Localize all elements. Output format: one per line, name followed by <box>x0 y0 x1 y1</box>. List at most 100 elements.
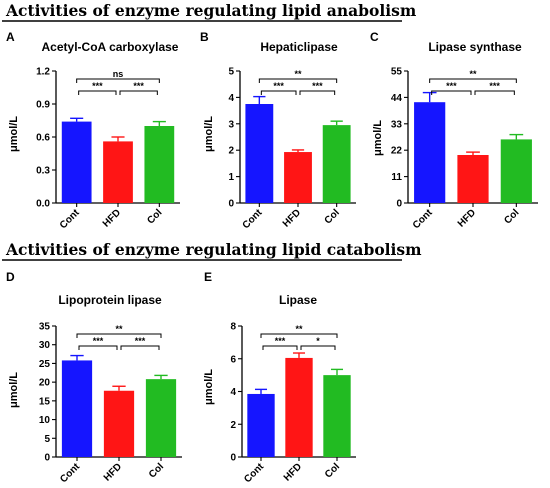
panel-a-ytick-label: 0.9 <box>36 100 50 111</box>
panel-a-ytick-label: 1.2 <box>36 67 50 78</box>
panel-d-sig-label: *** <box>135 336 146 346</box>
panel-e-letter: E <box>204 270 212 284</box>
panel-e-xtick-label: HFD <box>282 461 304 483</box>
panel-a-sig-label: *** <box>133 81 144 91</box>
panel-b-sig-label: *** <box>273 81 284 91</box>
panel-d-ytick-label: 5 <box>44 434 50 445</box>
panel-c-ytick-label: 0 <box>396 199 402 210</box>
panel-c-sig-label: *** <box>489 81 500 91</box>
panel-d-letter: D <box>6 270 15 284</box>
panel-c-title: Lipase synthase <box>428 40 522 54</box>
panel-b-ytick-label: 2 <box>228 146 234 157</box>
panel-e-ytick-label: 8 <box>230 322 236 333</box>
panel-c-bar-hfd <box>457 155 489 203</box>
panel-d-xtick-label: HFD <box>102 461 124 483</box>
panel-e-ylabel: μmol/L <box>203 369 215 405</box>
panel-c-sig-bracket <box>431 90 472 95</box>
panel-e-sig-bracket <box>262 345 298 350</box>
panel-e-bar-col <box>323 375 351 457</box>
panel-b-sig-label: ** <box>294 69 302 79</box>
panel-a-sig-label: *** <box>92 81 103 91</box>
panel-b: B Hepaticlipase μmol/L 0 1 2 3 4 5 Cont HFD Col *… <box>200 30 356 231</box>
panel-a-sig-bracket <box>78 90 117 95</box>
panel-e-title: Lipase <box>279 293 317 307</box>
panel-d-xtick-label: Col <box>147 461 166 480</box>
panel-e-xtick-label: Col <box>323 461 342 480</box>
panel-d-ytick-label: 15 <box>39 396 51 407</box>
panel-d-ylabel: μmol/L <box>8 372 20 408</box>
panel-e-sig-label: *** <box>275 336 286 346</box>
panel-a-letter: A <box>6 30 15 44</box>
panel-b-bar-col <box>322 125 351 203</box>
panel-c-ylabel: μmol/L <box>372 120 384 156</box>
panel-a-ytick-label: 0.6 <box>36 133 50 144</box>
panel-b-ytick-label: 4 <box>228 93 234 104</box>
panel-c-sig-label: *** <box>446 81 457 91</box>
panel-d-sig-label: *** <box>93 336 104 346</box>
panel-a-sig-bracket <box>76 78 160 83</box>
panel-a-sig-label: ns <box>113 69 124 79</box>
panel-a-ytick-label: 0.0 <box>36 199 50 210</box>
panel-b-ytick-label: 1 <box>228 172 234 183</box>
panel-b-ytick-label: 0 <box>228 199 234 210</box>
panel-b-xtick-label: Cont <box>241 207 265 231</box>
section-title-catabolism: Activities of enzyme regulating lipid ca… <box>5 240 422 259</box>
panel-b-bar-hfd <box>284 152 312 203</box>
panel-c-xtick-label: HFD <box>456 207 478 229</box>
panel-d-bar-hfd <box>103 390 135 457</box>
panel-a-ylabel: μmol/L <box>8 116 20 152</box>
panel-e-xtick-label: Cont <box>242 461 266 485</box>
panel-e-sig-label: * <box>316 336 320 346</box>
panel-a-ytick-label: 0.3 <box>36 166 50 177</box>
panel-b-ytick-label: 5 <box>228 67 234 78</box>
panel-d-title: Lipoprotein lipase <box>58 293 162 307</box>
panel-d-ytick-label: 20 <box>39 378 51 389</box>
panel-c-bar-col <box>500 139 532 203</box>
panel-a-sig-bracket <box>119 90 158 95</box>
panel-e-ytick-label: 4 <box>230 387 236 398</box>
panel-e-sig-label: ** <box>295 324 303 334</box>
panel-b-xtick-label: HFD <box>281 207 303 229</box>
panel-c-bar-cont <box>414 102 446 203</box>
panel-d-ytick-label: 35 <box>39 322 51 333</box>
panel-d-ytick-label: 0 <box>44 453 50 464</box>
panel-c-xtick-label: Col <box>502 207 521 226</box>
panel-b-sig-bracket <box>258 78 338 83</box>
panel-d-bar-col <box>145 379 177 457</box>
panel-b-sig-bracket <box>260 90 297 95</box>
panel-d-ytick-label: 10 <box>39 415 51 426</box>
panel-e-sig-bracket <box>260 333 338 338</box>
panel-c: C Lipase synthase μmol/L 0 11 22 33 44 55 Cont… <box>370 30 538 231</box>
panel-b-bar-cont <box>245 104 274 203</box>
panel-a-title: Acetyl-CoA carboxylase <box>42 40 179 54</box>
panel-c-ytick-label: 44 <box>391 93 403 104</box>
panel-e-ytick-label: 0 <box>230 453 236 464</box>
panel-e-bar-cont <box>247 393 275 457</box>
panel-d-ytick-label: 25 <box>39 359 51 370</box>
panel-d-sig-bracket <box>78 345 118 350</box>
panel-a-bar-hfd <box>103 141 133 203</box>
section-title-anabolism: Activities of enzyme regulating lipid an… <box>5 1 417 20</box>
panel-d-ytick-label: 30 <box>39 340 51 351</box>
panel-a: A Acetyl-CoA carboxylase μmol/L 0.0 0.3 0.… <box>6 30 180 231</box>
panel-d-sig-label: ** <box>115 324 123 334</box>
panel-b-ytick-label: 3 <box>228 119 234 130</box>
panel-e-bar-hfd <box>285 357 313 457</box>
panel-d: D Lipoprotein lipase μmol/L 0 5 10 15 20 25 30… <box>6 270 182 485</box>
panel-b-sig-label: *** <box>312 81 323 91</box>
panel-d-bar-cont <box>61 360 93 457</box>
panel-e-ytick-label: 2 <box>230 420 236 431</box>
panel-b-sig-bracket <box>299 90 336 95</box>
panel-d-sig-bracket <box>76 333 162 338</box>
panel-b-title: Hepaticlipase <box>260 40 338 54</box>
panel-c-letter: C <box>370 30 379 44</box>
panel-c-sig-bracket <box>474 90 515 95</box>
panel-a-xtick-label: HFD <box>101 207 123 229</box>
panel-e-ytick-label: 6 <box>230 354 236 365</box>
panel-b-xtick-label: Col <box>323 207 342 226</box>
panel-c-ytick-label: 33 <box>391 119 403 130</box>
panel-c-xtick-label: Cont <box>411 207 435 231</box>
panel-c-ytick-label: 22 <box>391 146 403 157</box>
panel-b-letter: B <box>200 30 209 44</box>
